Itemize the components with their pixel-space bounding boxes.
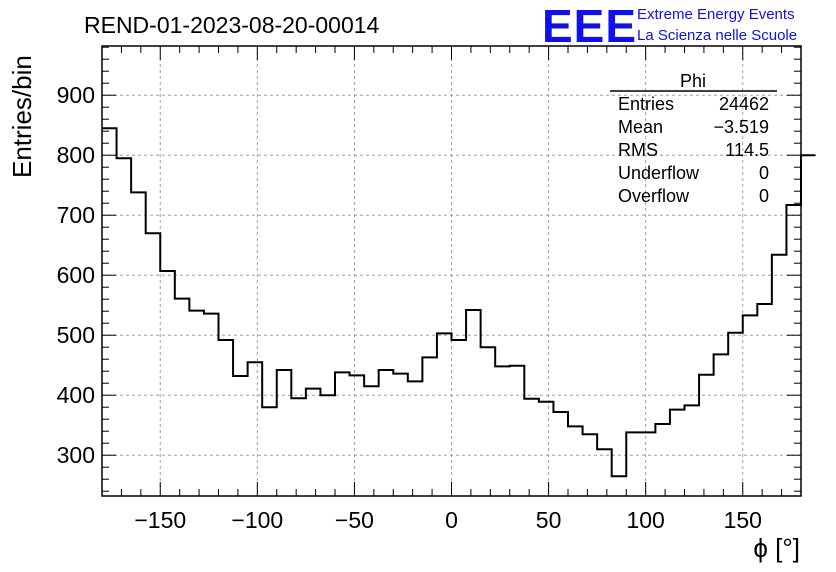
x-tick-label: 0 (445, 507, 458, 533)
stats-name: Phi (680, 71, 706, 91)
x-tick-label: −100 (231, 507, 283, 533)
stats-box: Phi Entries 24462 Mean −3.519 RMS 114.5 Underf… (610, 71, 777, 206)
stats-label: Entries (618, 94, 674, 114)
y-tick-label: 800 (57, 142, 95, 168)
y-axis-label: Entries/bin (7, 55, 37, 178)
logo-line-2: La Scienza nelle Scuole (637, 27, 797, 44)
x-tick-label: −50 (335, 507, 374, 533)
x-tick-labels: −150 −100 −50 0 50 100 150 (134, 507, 762, 533)
y-tick-label: 500 (57, 322, 95, 348)
stats-label: Underflow (618, 163, 700, 183)
stats-value: 0 (759, 186, 769, 206)
y-tick-label: 300 (57, 442, 95, 468)
plot-frame (101, 45, 802, 497)
stats-value: 114.5 (725, 140, 769, 160)
stats-rows: Entries 24462 Mean −3.519 RMS 114.5 Underflow 0… (618, 94, 769, 206)
eee-logo: EEE (542, 0, 637, 52)
y-tick-label: 400 (57, 382, 95, 408)
stats-label: RMS (618, 140, 658, 160)
y-tick-labels: 300 400 500 600 700 800 900 (57, 82, 95, 468)
stats-value: −3.519 (713, 117, 769, 137)
stats-label: Overflow (618, 186, 690, 206)
grid-lines (102, 46, 801, 496)
y-tick-label: 600 (57, 262, 95, 288)
stats-value: 0 (759, 163, 769, 183)
x-tick-label: 100 (626, 507, 664, 533)
stats-label: Mean (618, 117, 663, 137)
y-tick-label: 900 (57, 82, 95, 108)
stats-value: 24462 (719, 94, 769, 114)
histogram-series-line (102, 127, 816, 478)
logo-line-1: Extreme Energy Events (637, 6, 795, 23)
x-tick-label: 150 (724, 507, 762, 533)
x-axis-label: ϕ [°] (753, 533, 800, 563)
x-tick-label: 50 (536, 507, 562, 533)
x-tick-label: −150 (134, 507, 186, 533)
axis-ticks (101, 46, 802, 496)
y-tick-label: 700 (57, 202, 95, 228)
chart-title: REND-01-2023-08-20-00014 (84, 12, 380, 38)
